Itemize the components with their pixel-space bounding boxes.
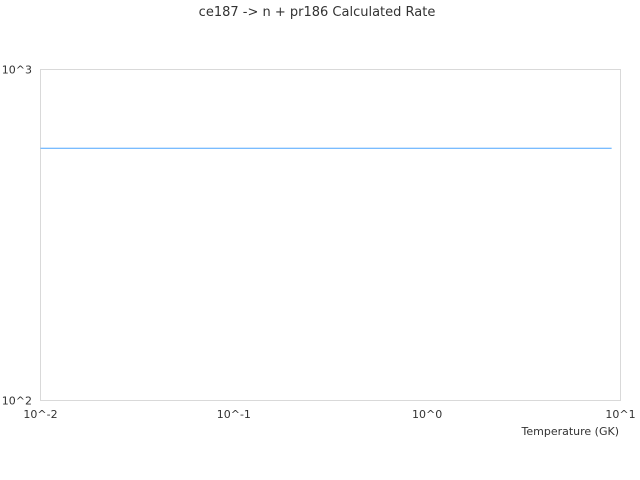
x-tick-label: 10^0	[412, 408, 442, 421]
y-tick-label: 10^2	[2, 395, 32, 408]
x-tick-label: 10^-1	[217, 408, 251, 421]
plot-area	[40, 69, 621, 401]
y-tick-label: 10^3	[2, 64, 32, 77]
chart-title: ce187 -> n + pr186 Calculated Rate	[199, 5, 436, 20]
x-tick-label: 10^1	[605, 408, 635, 421]
x-tick-label: 10^-2	[23, 408, 57, 421]
x-axis-label: Temperature (GK)	[521, 425, 620, 438]
